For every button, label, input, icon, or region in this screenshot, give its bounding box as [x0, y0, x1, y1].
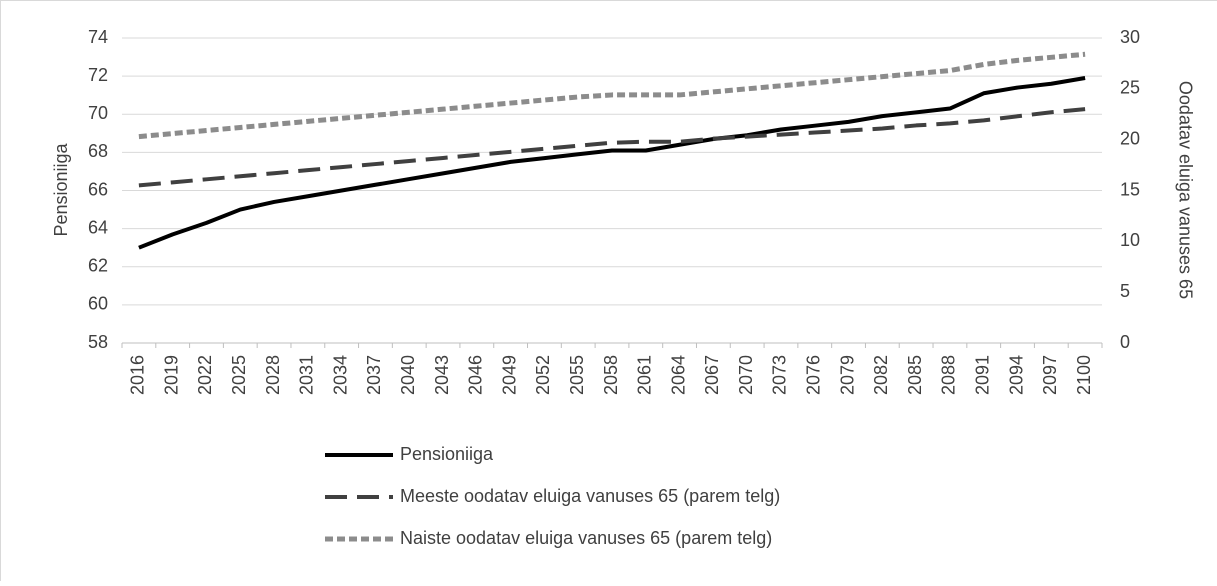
x-tick-label: 2082 [871, 355, 891, 395]
y2-tick-label: 30 [1120, 27, 1140, 47]
x-tick-label: 2040 [398, 355, 418, 395]
x-tick-label: 2028 [263, 355, 283, 395]
x-tick-label: 2031 [297, 355, 317, 395]
series-line [139, 109, 1085, 185]
y-tick-label: 62 [88, 256, 108, 276]
y-tick-label: 68 [88, 141, 108, 161]
y2-tick-label: 10 [1120, 230, 1140, 250]
y-tick-label: 72 [88, 65, 108, 85]
y-tick-label: 58 [88, 332, 108, 352]
x-tick-label: 2019 [161, 355, 181, 395]
legend-label: Meeste oodatav eluiga vanuses 65 (parem … [400, 486, 780, 506]
x-tick-label: 2097 [1040, 355, 1060, 395]
x-tick-label: 2088 [939, 355, 959, 395]
x-tick-label: 2070 [736, 355, 756, 395]
x-tick-label: 2100 [1074, 355, 1094, 395]
y2-tick-label: 15 [1120, 179, 1140, 199]
x-tick-label: 2055 [567, 355, 587, 395]
x-tick-label: 2058 [601, 355, 621, 395]
y2-tick-label: 5 [1120, 281, 1130, 301]
x-tick-label: 2067 [702, 355, 722, 395]
y-tick-label: 60 [88, 294, 108, 314]
y2-tick-label: 0 [1120, 332, 1130, 352]
series-line [139, 78, 1085, 248]
x-tick-label: 2034 [330, 355, 350, 395]
x-tick-label: 2091 [972, 355, 992, 395]
legend-label: Naiste oodatav eluiga vanuses 65 (parem … [400, 528, 772, 548]
x-tick-label: 2037 [364, 355, 384, 395]
y2-axis-title: Oodatav eluiga vanuses 65 [1175, 81, 1195, 299]
x-tick-label: 2064 [668, 355, 688, 395]
legend-label: Pensioniiga [400, 444, 494, 464]
y-tick-label: 74 [88, 27, 108, 47]
x-tick-label: 2049 [499, 355, 519, 395]
y-tick-label: 66 [88, 179, 108, 199]
x-tick-label: 2073 [770, 355, 790, 395]
y2-tick-label: 25 [1120, 78, 1140, 98]
x-tick-label: 2046 [466, 355, 486, 395]
x-tick-label: 2079 [837, 355, 857, 395]
x-tick-label: 2025 [229, 355, 249, 395]
x-tick-label: 2022 [195, 355, 215, 395]
x-tick-label: 2061 [635, 355, 655, 395]
x-tick-label: 2094 [1006, 355, 1026, 395]
x-tick-label: 2076 [804, 355, 824, 395]
x-tick-label: 2085 [905, 355, 925, 395]
y-tick-label: 70 [88, 103, 108, 123]
y-tick-label: 64 [88, 217, 108, 237]
y2-tick-label: 20 [1120, 128, 1140, 148]
y-axis-title: Pensioniiga [51, 142, 71, 236]
x-tick-label: 2043 [432, 355, 452, 395]
x-tick-label: 2052 [533, 355, 553, 395]
x-tick-label: 2016 [128, 355, 148, 395]
